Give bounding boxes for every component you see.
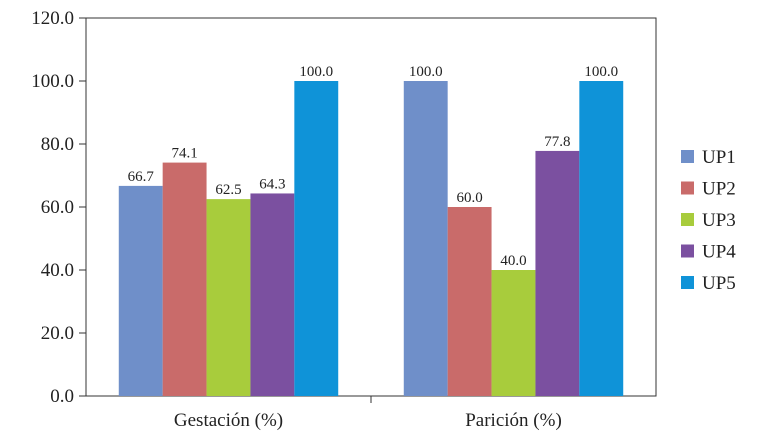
bar-value-label: 64.3 (259, 176, 285, 192)
legend-swatch-up1 (681, 150, 694, 163)
bar-up2 (162, 162, 207, 396)
y-tick-label: 40.0 (41, 260, 74, 281)
bar-value-label: 62.5 (215, 182, 241, 198)
legend-swatch-up4 (681, 244, 694, 258)
bar-up5 (579, 81, 624, 396)
y-tick-label: 60.0 (41, 197, 74, 218)
bars (118, 81, 624, 396)
bar-value-label: 66.7 (128, 169, 155, 185)
legend-swatch-up5 (681, 276, 694, 289)
bar-up5 (294, 81, 339, 396)
y-tick-label: 120.0 (31, 8, 74, 29)
bar-up4 (250, 193, 295, 396)
bar-up2 (447, 207, 492, 396)
bar-up3 (206, 199, 251, 396)
bar-value-label: 40.0 (500, 253, 526, 269)
bar-value-label: 100.0 (299, 64, 333, 80)
x-category-label: Parición (%) (465, 410, 562, 431)
legend: UP1 UP2 UP3 UP4 UP5 (681, 147, 736, 294)
data-labels: 66.7 74.1 62.5 64.3 100.0 100.0 60.0 40.0 77.8 10… (128, 64, 619, 269)
y-axis: 0.0 20.0 40.0 60.0 80.0 100.0 120.0 (31, 8, 86, 407)
x-axis: Gestación (%) Parición (%) (174, 396, 562, 431)
legend-label: UP2 (702, 179, 736, 200)
bar-value-label: 100.0 (584, 64, 618, 80)
legend-label: UP5 (702, 273, 736, 294)
legend-label: UP4 (702, 242, 736, 263)
bar-value-label: 77.8 (544, 134, 570, 150)
legend-label: UP1 (702, 147, 736, 168)
y-tick-label: 100.0 (31, 71, 74, 92)
bar-value-label: 60.0 (456, 190, 482, 206)
bar-value-label: 100.0 (409, 64, 443, 80)
bar-up3 (491, 270, 536, 396)
y-tick-label: 20.0 (41, 323, 74, 344)
bar-up1 (118, 185, 163, 396)
x-category-label: Gestación (%) (174, 410, 283, 431)
y-tick-label: 0.0 (50, 386, 74, 407)
legend-swatch-up2 (681, 181, 694, 195)
y-tick-label: 80.0 (41, 134, 74, 155)
legend-label: UP3 (702, 210, 736, 231)
bar-up1 (403, 81, 448, 396)
bar-value-label: 74.1 (171, 146, 197, 162)
legend-swatch-up3 (681, 213, 694, 226)
bar-up4 (535, 150, 580, 396)
